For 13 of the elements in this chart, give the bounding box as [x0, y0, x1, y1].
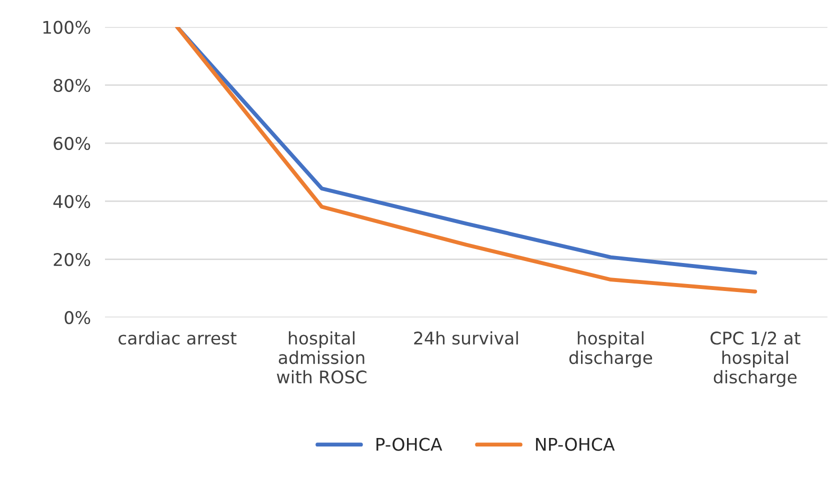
y-tick-label: 80%	[54, 78, 90, 92]
y-tick-label: 100%	[43, 20, 90, 34]
y-tick-label: 40%	[53, 194, 90, 208]
x-tick-label: 24h survival	[414, 331, 518, 345]
legend-label: NP-OHCA	[536, 438, 615, 451]
x-tick-label: CPC 1/2 at hospital discharge	[710, 332, 800, 387]
x-tick-label: cardiac arrest	[118, 331, 236, 345]
y-tick-label: 0%	[64, 311, 90, 324]
legend-label: P-OHCA	[376, 438, 442, 451]
x-tick-label: hospital admission with ROSC	[276, 331, 366, 384]
y-tick-label: 60%	[54, 136, 90, 150]
x-tick-label: hospital discharge	[569, 331, 652, 368]
y-tick-label: 20%	[54, 252, 90, 266]
